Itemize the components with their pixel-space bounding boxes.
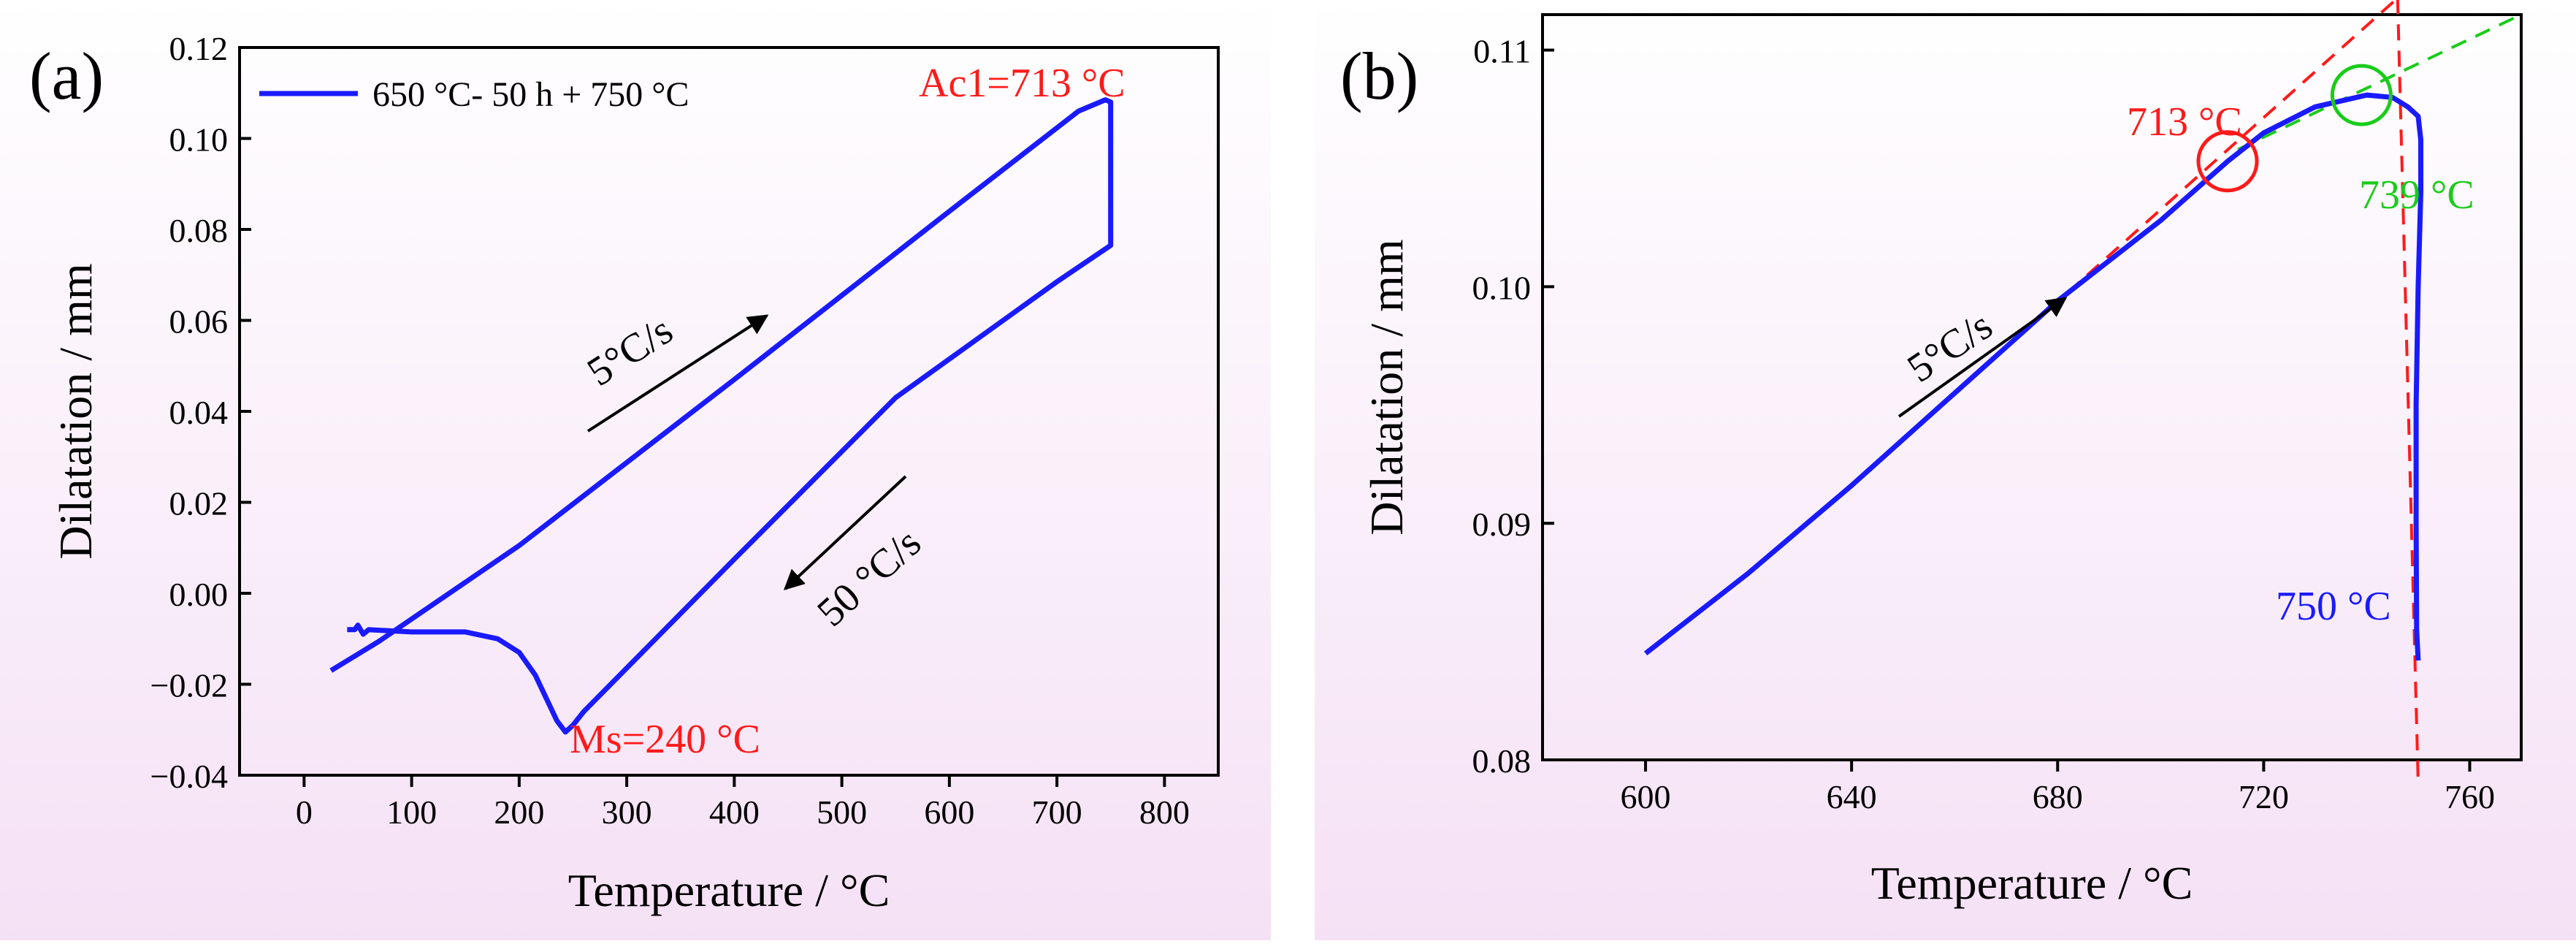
panel-a-x-tick-label: 100: [386, 793, 437, 831]
panel-a-y-ticks: −0.04 −0.02 0.00 0.02 0.04 0.06 0.08 0.10 0.12: [150, 30, 251, 795]
panel-b-y-tick-label: 0.11: [1473, 33, 1531, 70]
panel-a-legend-label: 650 °C- 50 h + 750 °C: [372, 75, 689, 114]
panel-a-x-tick-label: 0: [296, 793, 313, 831]
panel-b-x-tick-label: 600: [1621, 778, 1671, 815]
panel-a-x-tick-label: 800: [1139, 793, 1190, 831]
panel-b-plot-frame: [1541, 13, 2523, 761]
panel-b-x-tick-label: 720: [2239, 778, 2289, 815]
panel-a-y-tick-label: −0.02: [150, 667, 228, 704]
panel-a-x-ticks: 0 100 200 300 400 500 600 700 800: [296, 775, 1190, 831]
panel-b-background: [1315, 0, 2576, 940]
panel-b-713-label: 713 °C: [2127, 99, 2242, 145]
panel-a-x-tick-label: 400: [709, 793, 760, 831]
panel-b-x-ticks: 600 640 680 720 760: [1621, 760, 2495, 815]
panel-a-y-tick-label: −0.04: [150, 758, 228, 795]
panel-b-y-tick-label: 0.08: [1472, 742, 1532, 780]
panel-a-cooling-arrow: [783, 475, 907, 590]
panel-b-y-axis-title: Dilatation / mm: [1361, 239, 1413, 535]
panel-a-x-axis-title: Temperature / °C: [568, 864, 890, 916]
panel-b-x-tick-label: 640: [1827, 778, 1877, 815]
panel-b-heating-arrow: [1897, 297, 2068, 418]
panel-a-background: [0, 0, 1271, 940]
panel-a-y-tick-label: 0.12: [169, 30, 229, 67]
panel-b-y-tick-label: 0.10: [1472, 269, 1532, 306]
panel-a-y-tick-label: 0.04: [169, 394, 229, 431]
panel-b-markers: [2196, 64, 2393, 193]
panel-a-ms-annotation: Ms=240 °C: [570, 717, 760, 762]
panel-b-series-line: [1643, 92, 2423, 661]
panel-a-label: (a): [29, 39, 104, 113]
panel-b-fit-line-red: [1850, 0, 2398, 487]
panel-b: (b) 0.08 0.09 0.10 0.11 600 640 680 720 760 713…: [1340, 0, 2523, 909]
panel-b-y-tick-label: 0.09: [1472, 506, 1532, 543]
panel-b-marker-circle-red: [2196, 130, 2259, 193]
panel-a-series-line: [329, 97, 1114, 735]
panel-b-739-label: 739 °C: [2359, 172, 2474, 218]
panel-a-y-tick-label: 0.00: [169, 576, 229, 613]
panel-b-y-ticks: 0.08 0.09 0.10 0.11: [1472, 33, 1554, 780]
panel-b-x-tick-label: 680: [2033, 778, 2083, 815]
panel-a-y-tick-label: 0.02: [169, 485, 229, 522]
panel-a-y-tick-label: 0.06: [169, 303, 229, 340]
panel-b-marker-circle-green: [2330, 64, 2393, 126]
panel-b-x-axis-title: Temperature / °C: [1871, 857, 2193, 909]
panel-a-heating-arrow: [586, 314, 769, 433]
panel-a: (a) −0.04 −0.02 0.00 0.02 0.04 0.06 0.08 0.10 0.…: [29, 30, 1220, 916]
panel-b-750-label: 750 °C: [2276, 584, 2391, 629]
panel-a-x-tick-label: 600: [924, 793, 974, 831]
panel-a-x-tick-label: 300: [602, 793, 652, 831]
panel-b-label: (b): [1340, 39, 1418, 113]
panel-a-y-tick-label: 0.10: [169, 121, 229, 159]
panel-a-y-tick-label: 0.08: [169, 212, 229, 249]
panel-b-fit-lines: [1850, 0, 2522, 784]
panel-a-x-tick-label: 700: [1032, 793, 1082, 831]
panel-a-ac1-annotation: Ac1=713 °C: [919, 61, 1125, 106]
panel-a-y-axis-title: Dilatation / mm: [50, 263, 102, 559]
panel-b-x-tick-label: 760: [2445, 778, 2495, 815]
panel-a-x-tick-label: 200: [494, 793, 544, 831]
panel-a-x-tick-label: 500: [817, 793, 867, 831]
